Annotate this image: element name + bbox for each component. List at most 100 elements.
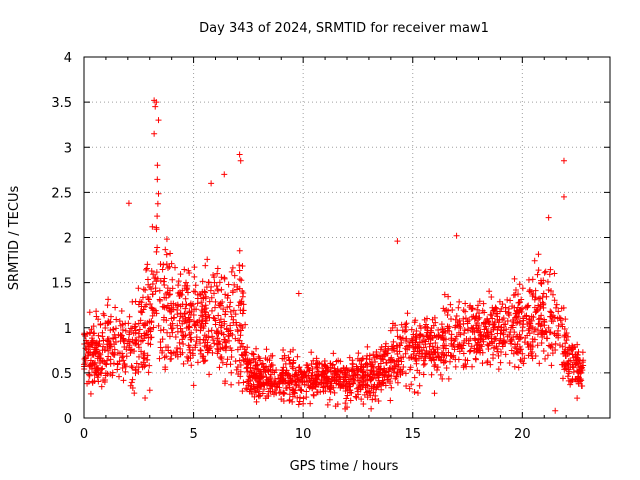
data-point <box>402 350 409 357</box>
data-point <box>477 332 484 339</box>
data-point <box>251 387 258 394</box>
data-point <box>327 360 334 367</box>
data-point <box>231 272 238 279</box>
data-point <box>476 298 483 305</box>
data-point <box>280 377 287 384</box>
data-point <box>497 359 504 366</box>
data-point <box>210 337 217 344</box>
data-point <box>515 364 522 371</box>
data-point <box>247 368 254 375</box>
data-point <box>453 313 460 320</box>
data-point <box>494 346 501 353</box>
data-point <box>160 261 167 268</box>
x-tick-label: 5 <box>189 427 197 442</box>
data-point <box>574 352 581 359</box>
data-point <box>555 308 562 315</box>
data-point <box>537 279 544 286</box>
data-point <box>189 350 196 357</box>
data-point <box>369 396 376 403</box>
data-point <box>208 294 215 301</box>
data-point <box>141 335 148 342</box>
data-point <box>225 292 232 299</box>
data-point <box>246 372 253 379</box>
data-point <box>344 404 350 411</box>
data-point <box>186 331 193 338</box>
data-point <box>95 378 102 385</box>
data-point <box>223 343 230 350</box>
data-point <box>169 329 176 336</box>
data-point <box>567 347 574 354</box>
data-point <box>561 333 568 340</box>
data-point <box>408 354 415 361</box>
data-point <box>327 388 334 395</box>
data-point <box>542 355 549 362</box>
data-point <box>208 180 215 187</box>
data-point <box>145 296 152 303</box>
data-point <box>562 353 569 360</box>
data-point <box>237 368 244 375</box>
data-point <box>491 344 498 351</box>
data-point <box>455 343 462 350</box>
data-point <box>443 365 450 372</box>
data-point <box>154 176 161 183</box>
data-point <box>206 371 213 378</box>
data-point <box>211 304 218 311</box>
data-point <box>147 300 154 307</box>
data-point <box>416 369 423 376</box>
data-point <box>411 388 418 395</box>
data-point <box>449 306 456 313</box>
data-point <box>536 315 543 322</box>
data-point <box>292 381 299 388</box>
data-point <box>218 286 225 293</box>
data-point <box>495 352 502 359</box>
data-point <box>303 394 310 401</box>
data-point <box>460 362 467 369</box>
data-point <box>201 308 208 315</box>
data-point <box>529 292 536 299</box>
data-point <box>135 344 142 351</box>
data-point <box>547 266 554 273</box>
data-point <box>197 346 204 353</box>
data-point <box>264 356 271 363</box>
data-point <box>364 361 371 368</box>
data-point <box>387 365 394 372</box>
data-point <box>455 304 462 311</box>
data-point <box>244 378 251 385</box>
data-point <box>105 296 112 303</box>
data-point <box>357 381 364 388</box>
data-point <box>251 393 258 400</box>
data-point <box>193 338 200 345</box>
data-point <box>215 302 222 309</box>
data-point <box>440 351 447 358</box>
data-point <box>140 286 147 293</box>
data-point <box>157 261 164 268</box>
data-point <box>435 326 442 333</box>
data-point <box>303 388 310 395</box>
data-point <box>263 346 270 353</box>
data-point <box>457 321 464 328</box>
data-point <box>239 288 246 295</box>
data-point <box>120 338 127 345</box>
data-points <box>81 97 587 414</box>
data-point <box>428 371 435 378</box>
data-point <box>407 364 414 371</box>
data-point <box>484 332 491 339</box>
data-point <box>565 366 572 373</box>
data-point <box>156 287 163 294</box>
data-point <box>225 281 232 288</box>
data-point <box>367 360 374 367</box>
data-point <box>394 368 401 375</box>
data-point <box>198 324 205 331</box>
data-point <box>157 297 164 304</box>
data-point <box>310 391 317 398</box>
data-point <box>163 261 170 268</box>
data-point <box>132 370 139 377</box>
data-point <box>132 336 139 343</box>
data-point <box>475 336 482 343</box>
data-point <box>136 326 143 333</box>
data-point <box>287 375 294 382</box>
data-point <box>448 315 455 322</box>
data-point <box>190 312 197 319</box>
data-point <box>387 327 394 334</box>
data-point <box>221 380 228 387</box>
